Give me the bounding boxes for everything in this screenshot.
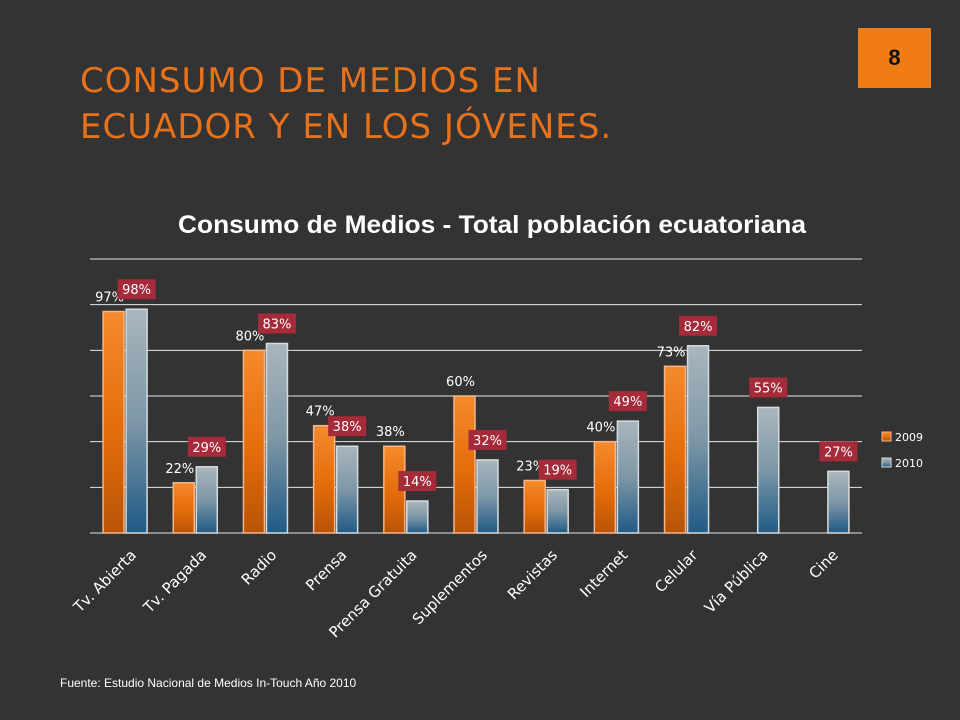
data-label-box: [819, 441, 858, 462]
data-label-box: [117, 279, 156, 300]
data-label-box: [187, 436, 226, 457]
data-label-2010: 32%: [473, 434, 502, 449]
data-label-box: [257, 313, 296, 334]
bar-2010: [686, 345, 710, 534]
x-tick-label: Celular: [651, 546, 702, 597]
x-tick-label: Prensa: [302, 546, 350, 594]
bar-2010: [195, 466, 219, 534]
bar-2009: [242, 349, 266, 534]
legend-swatch: [881, 457, 892, 468]
data-label-2010: 38%: [333, 420, 362, 435]
data-label-2010: 19%: [543, 464, 572, 479]
data-label-2009: 40%: [586, 421, 615, 436]
data-label-2009: 97%: [95, 291, 124, 306]
legend: 2009 2010: [881, 431, 923, 470]
data-label-2010: 82%: [684, 320, 713, 335]
legend-label: 2010: [895, 457, 923, 470]
data-label-2009: 73%: [657, 345, 686, 360]
data-label-2009: 60%: [446, 375, 475, 390]
data-label-box: [468, 429, 507, 450]
page-number-badge: 8: [858, 28, 931, 88]
x-tick-label: Tv. Abierta: [69, 546, 140, 617]
bar-2010: [546, 488, 569, 534]
x-tick-label: Suplementos: [409, 546, 491, 628]
bars: [102, 308, 850, 534]
bar-2010: [476, 459, 499, 534]
data-label-box: [749, 377, 788, 398]
bar-2009: [172, 482, 196, 534]
x-tick-label: Cine: [805, 546, 841, 582]
title-line-1: CONSUMO DE MEDIOS EN: [80, 61, 541, 101]
legend-label: 2009: [895, 431, 923, 444]
data-label-2010: 29%: [192, 441, 221, 456]
data-label-2010: 27%: [824, 445, 853, 460]
x-tick-label: Revistas: [504, 546, 561, 603]
slide-title: CONSUMO DE MEDIOS EN ECUADOR Y EN LOS JÓ…: [80, 58, 800, 150]
bar-2009: [312, 424, 336, 534]
data-label-2009: 47%: [306, 405, 335, 420]
bar-2010: [616, 420, 640, 534]
data-label-2009: 22%: [165, 462, 194, 477]
x-tick-label: Vía Pública: [701, 546, 772, 617]
title-line-2: ECUADOR Y EN LOS JÓVENES.: [80, 107, 613, 147]
data-label-box: [679, 315, 718, 336]
bar-2010: [406, 500, 429, 534]
data-label-box: [608, 391, 647, 412]
bar-2009: [453, 395, 476, 534]
bar-2009: [523, 479, 546, 534]
data-label-2009: 23%: [516, 459, 545, 474]
bar-2010: [827, 470, 850, 534]
x-tick-label: Tv. Pagada: [139, 546, 210, 617]
bar-2009: [593, 440, 617, 534]
data-label-box: [328, 416, 367, 437]
data-label-box: [398, 471, 437, 492]
data-label-2009: 38%: [376, 425, 405, 440]
data-label-2010: 98%: [122, 283, 151, 298]
data-label-2010: 83%: [263, 317, 292, 332]
data-label-box: [538, 459, 577, 480]
data-label-2010: 49%: [613, 395, 642, 410]
bar-2010: [265, 342, 289, 534]
bar-2009: [663, 365, 687, 534]
bar-2009: [102, 310, 125, 534]
data-label-2010: 55%: [754, 381, 783, 396]
bar-2010: [335, 445, 359, 534]
data-label-2010: 14%: [403, 475, 432, 490]
chart-title: Consumo de Medios - Total población ecua…: [178, 211, 807, 239]
data-label-2009: 80%: [236, 329, 265, 344]
legend-swatch: [881, 431, 892, 442]
x-tick-label: Radio: [238, 546, 281, 589]
data-labels: 97%98%22%29%80%83%47%38% 38%14%60%32%23%1…: [95, 279, 858, 492]
x-tick-label: Internet: [576, 546, 631, 601]
source-note: Fuente: Estudio Nacional de Medios In-To…: [60, 676, 357, 690]
bar-2010: [756, 406, 780, 534]
bar-2010: [125, 308, 148, 534]
